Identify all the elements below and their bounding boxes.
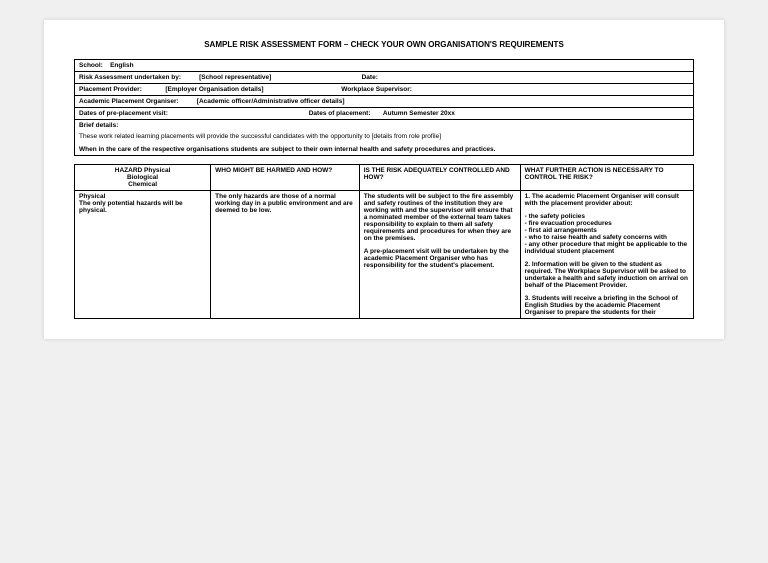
risk-by-value: [School representative] <box>199 74 271 81</box>
hazard-col1-header-l1: HAZARD Physical <box>115 167 171 174</box>
organiser-value: [Academic officer/Administrative officer… <box>197 98 345 105</box>
brief-text1: These work related learning placements w… <box>79 133 689 140</box>
hazard-c3-text1: The students will be subject to the fire… <box>364 193 516 242</box>
placement-dates-label: Dates of placement: <box>309 110 371 117</box>
hazard-c3-text2: A pre-placement visit will be undertaken… <box>364 248 516 269</box>
document-page: SAMPLE RISK ASSESSMENT FORM – CHECK YOUR… <box>44 20 724 339</box>
risk-by-label: Risk Assessment undertaken by: <box>79 74 181 81</box>
hazard-col1-header: HAZARD Physical Biological Chemical <box>75 165 211 191</box>
header-table: School: English Risk Assessment undertak… <box>74 59 694 156</box>
brief-details-row: Brief details: These work related learni… <box>75 120 694 156</box>
hazard-c4-b2: - fire evacuation procedures <box>525 220 689 227</box>
hazard-c1-title: Physical <box>79 193 206 200</box>
date-label: Date: <box>362 74 378 81</box>
hazard-c3: The students will be subject to the fire… <box>359 191 520 319</box>
hazard-c1: Physical The only potential hazards will… <box>75 191 211 319</box>
hazard-col2-header: WHO MIGHT BE HARMED AND HOW? <box>211 165 360 191</box>
hazard-c4-b4: - who to raise health and safety concern… <box>525 234 689 241</box>
dates-row: Dates of pre-placement visit: Dates of p… <box>75 108 694 120</box>
hazard-c2: The only hazards are those of a normal w… <box>211 191 360 319</box>
hazard-c4-text1: 1. The academic Placement Organiser will… <box>525 193 689 207</box>
hazard-c4-text2: 2. Information will be given to the stud… <box>525 261 689 289</box>
hazard-col1-header-l3: Chemical <box>128 181 157 188</box>
hazard-c4-text3: 3. Students will receive a briefing in t… <box>525 295 689 316</box>
school-row: School: English <box>75 60 694 72</box>
hazard-col3-header: IS THE RISK ADEQUATELY CONTROLLED AND HO… <box>359 165 520 191</box>
hazard-col4-header: WHAT FURTHER ACTION IS NECESSARY TO CONT… <box>520 165 693 191</box>
page-title: SAMPLE RISK ASSESSMENT FORM – CHECK YOUR… <box>74 40 694 49</box>
provider-value: [Employer Organisation details] <box>165 86 263 93</box>
brief-text2: When in the care of the respective organ… <box>79 146 689 153</box>
brief-label: Brief details: <box>79 122 689 129</box>
supervisor-label: Workplace Supervisor: <box>341 86 412 93</box>
hazard-col1-header-l2: Biological <box>127 174 158 181</box>
hazard-c4-b5: - any other procedure that might be appl… <box>525 241 689 255</box>
provider-row: Placement Provider: [Employer Organisati… <box>75 84 694 96</box>
hazard-row: Physical The only potential hazards will… <box>75 191 694 319</box>
risk-by-row: Risk Assessment undertaken by: [School r… <box>75 72 694 84</box>
previsit-label: Dates of pre-placement visit: <box>79 110 168 117</box>
hazard-c4: 1. The academic Placement Organiser will… <box>520 191 693 319</box>
school-value: English <box>110 62 133 69</box>
organiser-row: Academic Placement Organiser: [Academic … <box>75 96 694 108</box>
hazard-c4-b3: - first aid arrangements <box>525 227 689 234</box>
organiser-label: Academic Placement Organiser: <box>79 98 179 105</box>
placement-dates-value: Autumn Semester 20xx <box>383 110 455 117</box>
school-label: School: <box>79 62 103 69</box>
hazard-c4-b1: - the safety policies <box>525 213 689 220</box>
provider-label: Placement Provider: <box>79 86 142 93</box>
hazard-c1-text: The only potential hazards will be physi… <box>79 200 206 214</box>
hazard-table: HAZARD Physical Biological Chemical WHO … <box>74 164 694 319</box>
